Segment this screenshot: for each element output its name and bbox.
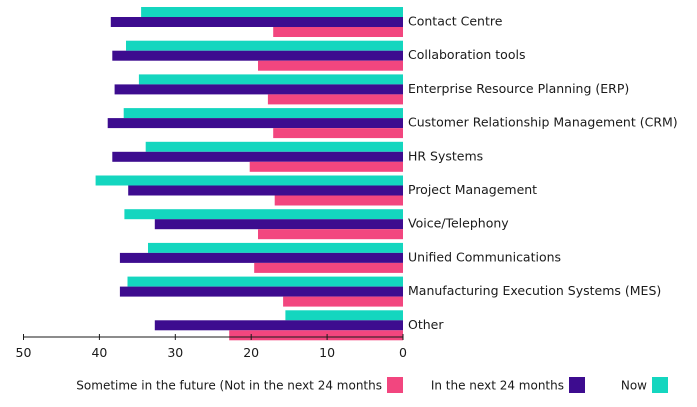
bar-now: [285, 310, 403, 321]
bar-sometime-future: [229, 330, 403, 341]
bar-sometime-future: [267, 94, 403, 105]
bar-now: [126, 40, 403, 51]
legend-sometime-future-label: Sometime in the future (Not in the next …: [76, 379, 382, 393]
bar-sometime-future: [273, 27, 403, 37]
category-label: Manufacturing Execution Systems (MES): [408, 283, 661, 298]
x-tick-label: 50: [16, 345, 32, 360]
legend-next-24-months-label: In the next 24 months: [431, 379, 564, 393]
bar-now: [138, 74, 403, 85]
bar-now: [123, 108, 403, 119]
bar-next-24-months: [110, 17, 404, 27]
bar-sometime-future: [273, 128, 403, 139]
bar-now: [95, 175, 403, 186]
bar-next-24-months: [112, 50, 404, 61]
bar-now: [145, 141, 403, 152]
bar-next-24-months: [128, 185, 403, 196]
bar-sometime-future: [274, 195, 403, 206]
bar-now: [148, 242, 403, 253]
category-label: Customer Relationship Management (CRM): [408, 115, 678, 130]
bar-next-24-months: [107, 118, 403, 129]
category-label: Enterprise Resource Planning (ERP): [408, 81, 629, 96]
bar-next-24-months: [154, 219, 403, 230]
bar-sometime-future: [258, 229, 403, 240]
x-tick-label: 30: [167, 345, 183, 360]
category-label: Voice/Telephony: [408, 216, 509, 231]
bar-now: [124, 209, 404, 220]
bar-now: [127, 276, 403, 287]
legend-next-24-months-swatch: [569, 377, 585, 393]
bar-sometime-future: [258, 60, 403, 71]
category-label: Unified Communications: [408, 249, 561, 264]
legend-sometime-future-swatch: [387, 377, 403, 393]
category-label: Collaboration tools: [408, 47, 525, 62]
x-tick-label: 0: [399, 345, 407, 360]
bar-next-24-months: [119, 286, 404, 297]
legend-now-swatch: [652, 377, 668, 393]
legend-now-label: Now: [621, 379, 647, 393]
bar-next-24-months: [114, 84, 403, 95]
bar-next-24-months: [119, 252, 404, 263]
bar-now: [141, 7, 403, 17]
category-label: HR Systems: [408, 148, 483, 163]
bar-sometime-future: [283, 296, 403, 307]
category-label: Project Management: [408, 182, 537, 197]
x-tick-label: 40: [91, 345, 107, 360]
bar-next-24-months: [112, 151, 404, 162]
bar-sometime-future: [254, 262, 403, 273]
category-label: Contact Centre: [408, 14, 503, 29]
x-tick-label: 20: [243, 345, 259, 360]
x-tick-label: 10: [319, 345, 335, 360]
bar-next-24-months: [154, 320, 403, 331]
bar-sometime-future: [249, 161, 403, 172]
category-label: Other: [408, 317, 444, 332]
